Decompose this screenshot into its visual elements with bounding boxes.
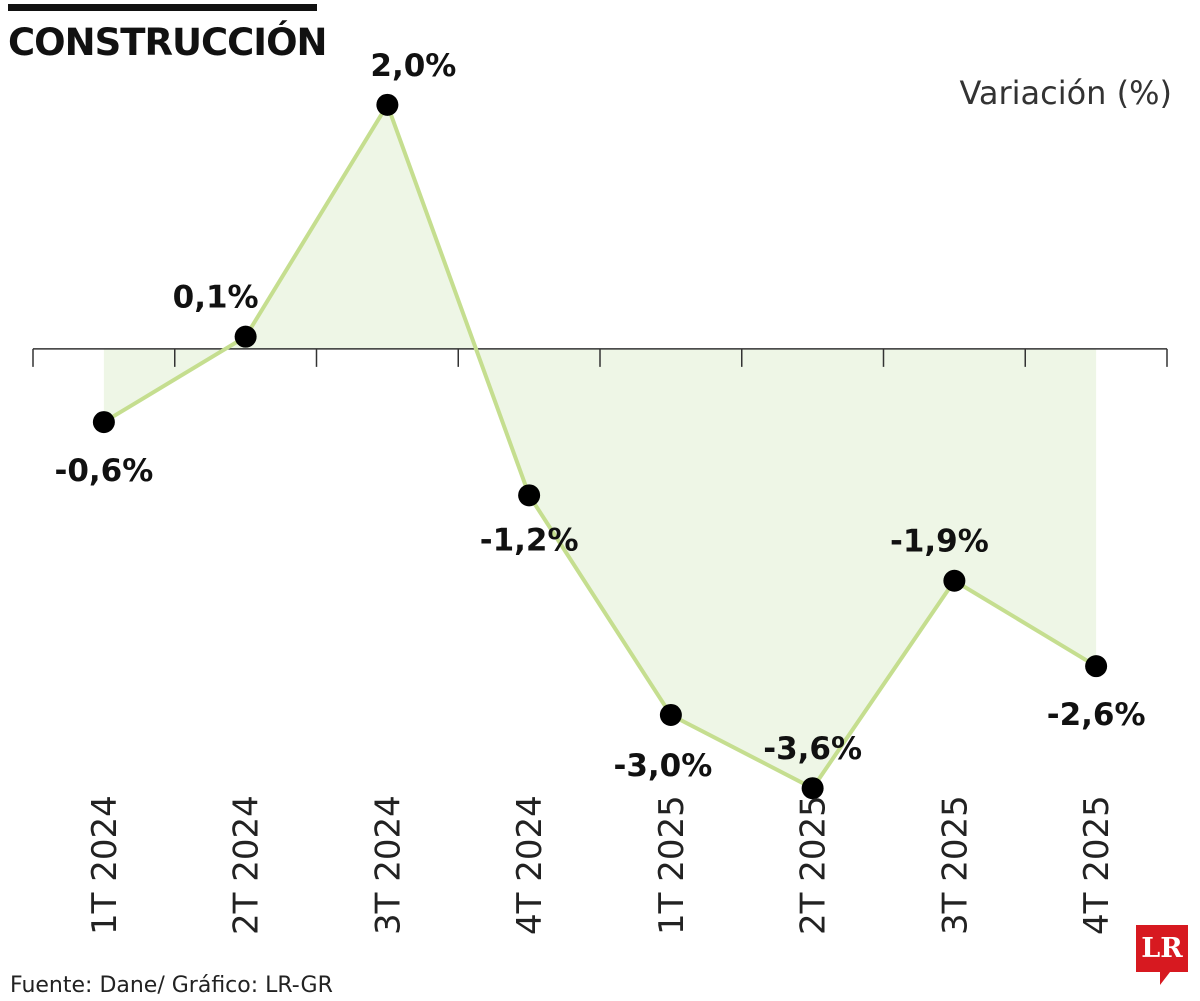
logo-text: LR [1141,933,1183,964]
marker [801,777,824,800]
x-tick-label: 4T 2025 [1077,795,1117,935]
x-tick-label: 1T 2024 [85,795,125,935]
data-label: -3,6% [763,731,862,767]
data-label: -2,6% [1047,697,1146,733]
x-tick-label: 2T 2024 [227,795,267,935]
data-label: -0,6% [54,453,153,489]
subtitle: Variación (%) [959,74,1172,112]
logo-badge [1136,925,1188,985]
title-bar [8,4,317,11]
logo: LR [1136,925,1188,985]
marker [1085,655,1108,678]
data-label: 0,1% [173,280,259,316]
source: Fuente: Dane/ Gráfico: LR-GR [10,973,333,998]
marker [92,411,115,434]
x-tick-label: 1T 2025 [652,795,692,935]
chart-title: CONSTRUCCIÓN [8,20,327,64]
marker [659,703,682,726]
marker [234,325,257,348]
data-label: -3,0% [613,748,712,784]
line [102,102,1098,791]
marker [518,484,541,507]
x-tick-label: 3T 2025 [935,795,975,935]
data-label: -1,9% [890,524,989,560]
x-tick-label: 4T 2024 [510,795,550,935]
data-label: 2,0% [370,48,456,84]
marker [376,93,399,116]
x-tick-label: 3T 2024 [368,795,408,935]
area [103,104,1097,789]
plot-area: -0,6% 1T 2024 0,1% 2T 2024 2,0% 3T 2024 -1,2% 4… [32,48,1168,935]
data-label: -1,2% [480,522,579,558]
x-tick-label: 2T 2025 [794,795,834,935]
marker [943,569,966,592]
